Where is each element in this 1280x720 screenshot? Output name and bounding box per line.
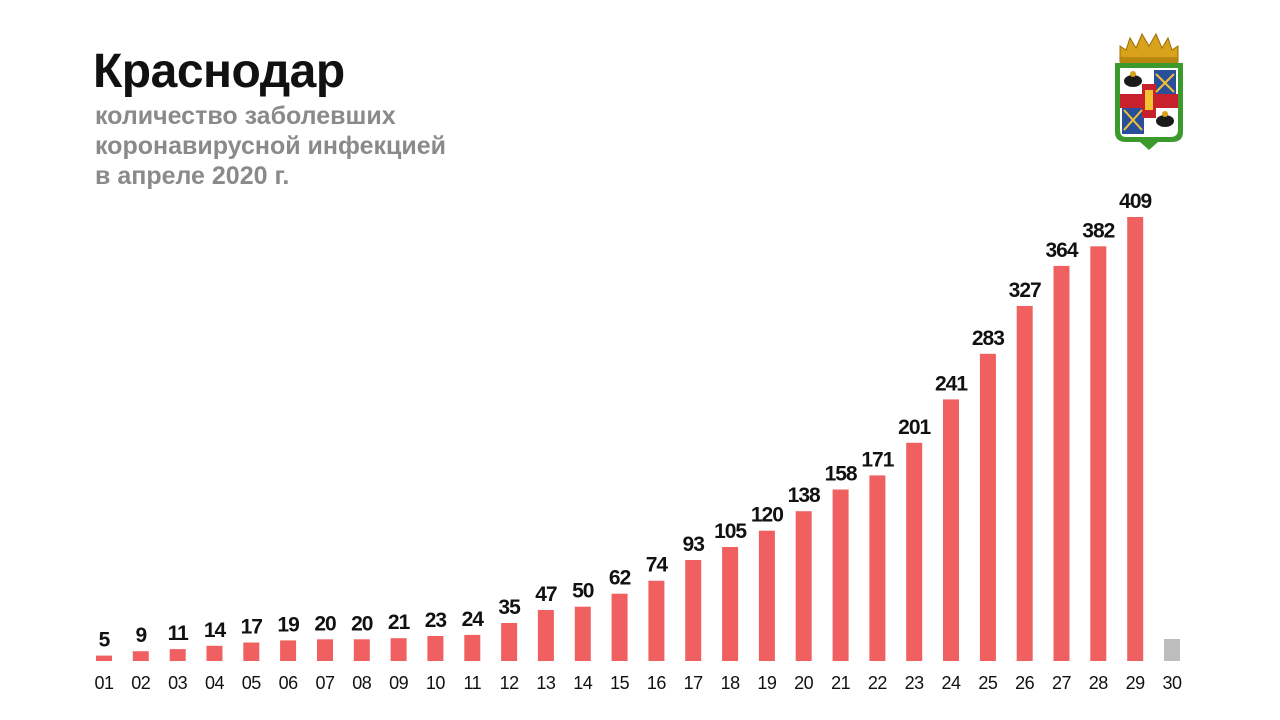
bar-value-label: 24	[462, 608, 485, 631]
bar	[1090, 246, 1107, 662]
x-tick-label: 15	[610, 673, 630, 693]
bar-value-label: 14	[204, 619, 227, 642]
bar	[574, 606, 591, 661]
bar-value-label: 17	[241, 616, 263, 639]
bar	[280, 640, 297, 661]
x-tick-label: 03	[168, 673, 188, 693]
x-tick-label: 07	[315, 673, 335, 693]
x-tick-label: 25	[978, 673, 998, 693]
bar-value-label: 20	[314, 612, 336, 635]
bar-value-label: 74	[646, 554, 669, 577]
x-tick-label: 05	[242, 673, 262, 693]
x-tick-label: 01	[94, 673, 114, 693]
bar-value-label: 138	[788, 484, 821, 507]
x-tick-label: 12	[500, 673, 520, 693]
x-tick-label: 20	[794, 673, 814, 693]
bar	[1053, 265, 1070, 661]
bar-value-label: 47	[535, 583, 557, 606]
bar-value-label: 62	[609, 567, 631, 590]
bar-value-label: 105	[714, 520, 747, 543]
bar	[685, 560, 702, 661]
bar	[1016, 306, 1033, 661]
x-tick-label: 18	[721, 673, 741, 693]
bar	[722, 547, 739, 661]
x-tick-label: 08	[352, 673, 372, 693]
bar	[648, 580, 665, 661]
x-tick-label: 13	[536, 673, 556, 693]
bar	[501, 623, 518, 661]
bar	[758, 530, 775, 661]
bar-value-label: 382	[1082, 219, 1114, 242]
x-tick-label: 17	[684, 673, 704, 693]
bar-value-label: 201	[898, 416, 931, 439]
bar-value-label: 5	[99, 629, 111, 652]
bar-value-label: 21	[388, 611, 411, 634]
page-title: Краснодар	[93, 45, 345, 98]
bar	[1127, 217, 1144, 661]
x-tick-label: 24	[941, 673, 961, 693]
bar-value-label: 158	[825, 463, 858, 486]
x-tick-label: 10	[426, 673, 446, 693]
bar-value-label: 327	[1009, 279, 1041, 302]
bar	[317, 639, 333, 661]
x-tick-label: 04	[205, 673, 225, 693]
x-tick-label: 21	[831, 673, 851, 693]
bar-value-label: 20	[351, 612, 373, 635]
bar	[943, 399, 959, 661]
bar-value-label: 19	[277, 613, 299, 636]
bar-value-label: 241	[935, 372, 968, 395]
bar	[979, 353, 996, 661]
bar	[169, 649, 186, 661]
x-tick-label: 22	[868, 673, 888, 693]
x-tick-label: 23	[905, 673, 925, 693]
x-tick-label: 11	[463, 673, 481, 693]
chart-subtitle: количество заболевших коронавирусной инф…	[95, 101, 446, 191]
bar	[795, 511, 812, 661]
bar	[464, 634, 481, 661]
bar	[906, 442, 923, 661]
bar	[537, 610, 554, 661]
bar-value-label: 35	[498, 596, 521, 619]
bar	[869, 475, 886, 661]
bar	[132, 651, 149, 661]
bar-value-label: 283	[972, 327, 1004, 350]
x-tick-label: 16	[647, 673, 667, 693]
bar	[243, 642, 260, 661]
bar-value-label: 9	[135, 624, 146, 647]
x-tick-label: 29	[1126, 673, 1146, 693]
bar	[1164, 639, 1180, 661]
bar-value-label: 50	[572, 580, 594, 603]
bar-value-label: 364	[1045, 239, 1078, 262]
subtitle-line: коронавирусной инфекцией	[95, 132, 446, 160]
x-tick-label: 30	[1162, 673, 1182, 693]
bar-value-label: 409	[1119, 190, 1151, 213]
x-tick-label: 19	[757, 673, 777, 693]
bar	[832, 489, 849, 661]
x-tick-label: 06	[279, 673, 299, 693]
bar-value-label: 23	[425, 609, 447, 632]
subtitle-line: количество заболевших	[95, 102, 396, 130]
bar	[206, 645, 223, 661]
bar-value-label: 93	[683, 533, 705, 556]
bar-value-label: 120	[751, 504, 783, 527]
x-tick-label: 02	[131, 673, 151, 693]
x-tick-label: 09	[389, 673, 409, 693]
bar	[611, 593, 628, 661]
bar	[96, 655, 112, 661]
x-tick-label: 26	[1015, 673, 1035, 693]
bar	[390, 638, 407, 661]
bar	[427, 636, 444, 661]
subtitle-line: в апреле 2020 г.	[95, 162, 290, 190]
bar	[353, 639, 370, 661]
bar-value-label: 11	[168, 622, 190, 645]
bar-value-label: 171	[861, 448, 894, 471]
x-tick-label: 27	[1052, 673, 1072, 693]
x-tick-label: 28	[1089, 673, 1109, 693]
krasnodar-coat-of-arms-icon	[1112, 30, 1186, 152]
x-tick-label: 14	[573, 673, 593, 693]
